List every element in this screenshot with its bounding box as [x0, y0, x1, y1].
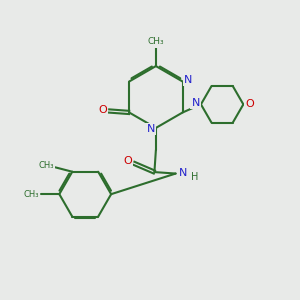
Text: N: N: [191, 98, 200, 108]
Text: CH₃: CH₃: [148, 38, 164, 46]
Text: H: H: [191, 172, 198, 182]
Text: N: N: [184, 75, 192, 85]
Text: O: O: [123, 156, 132, 166]
Text: O: O: [245, 99, 254, 109]
Text: CH₃: CH₃: [24, 190, 39, 199]
Text: CH₃: CH₃: [38, 161, 53, 170]
Text: N: N: [146, 124, 155, 134]
Text: O: O: [98, 105, 107, 116]
Text: N: N: [179, 168, 188, 178]
